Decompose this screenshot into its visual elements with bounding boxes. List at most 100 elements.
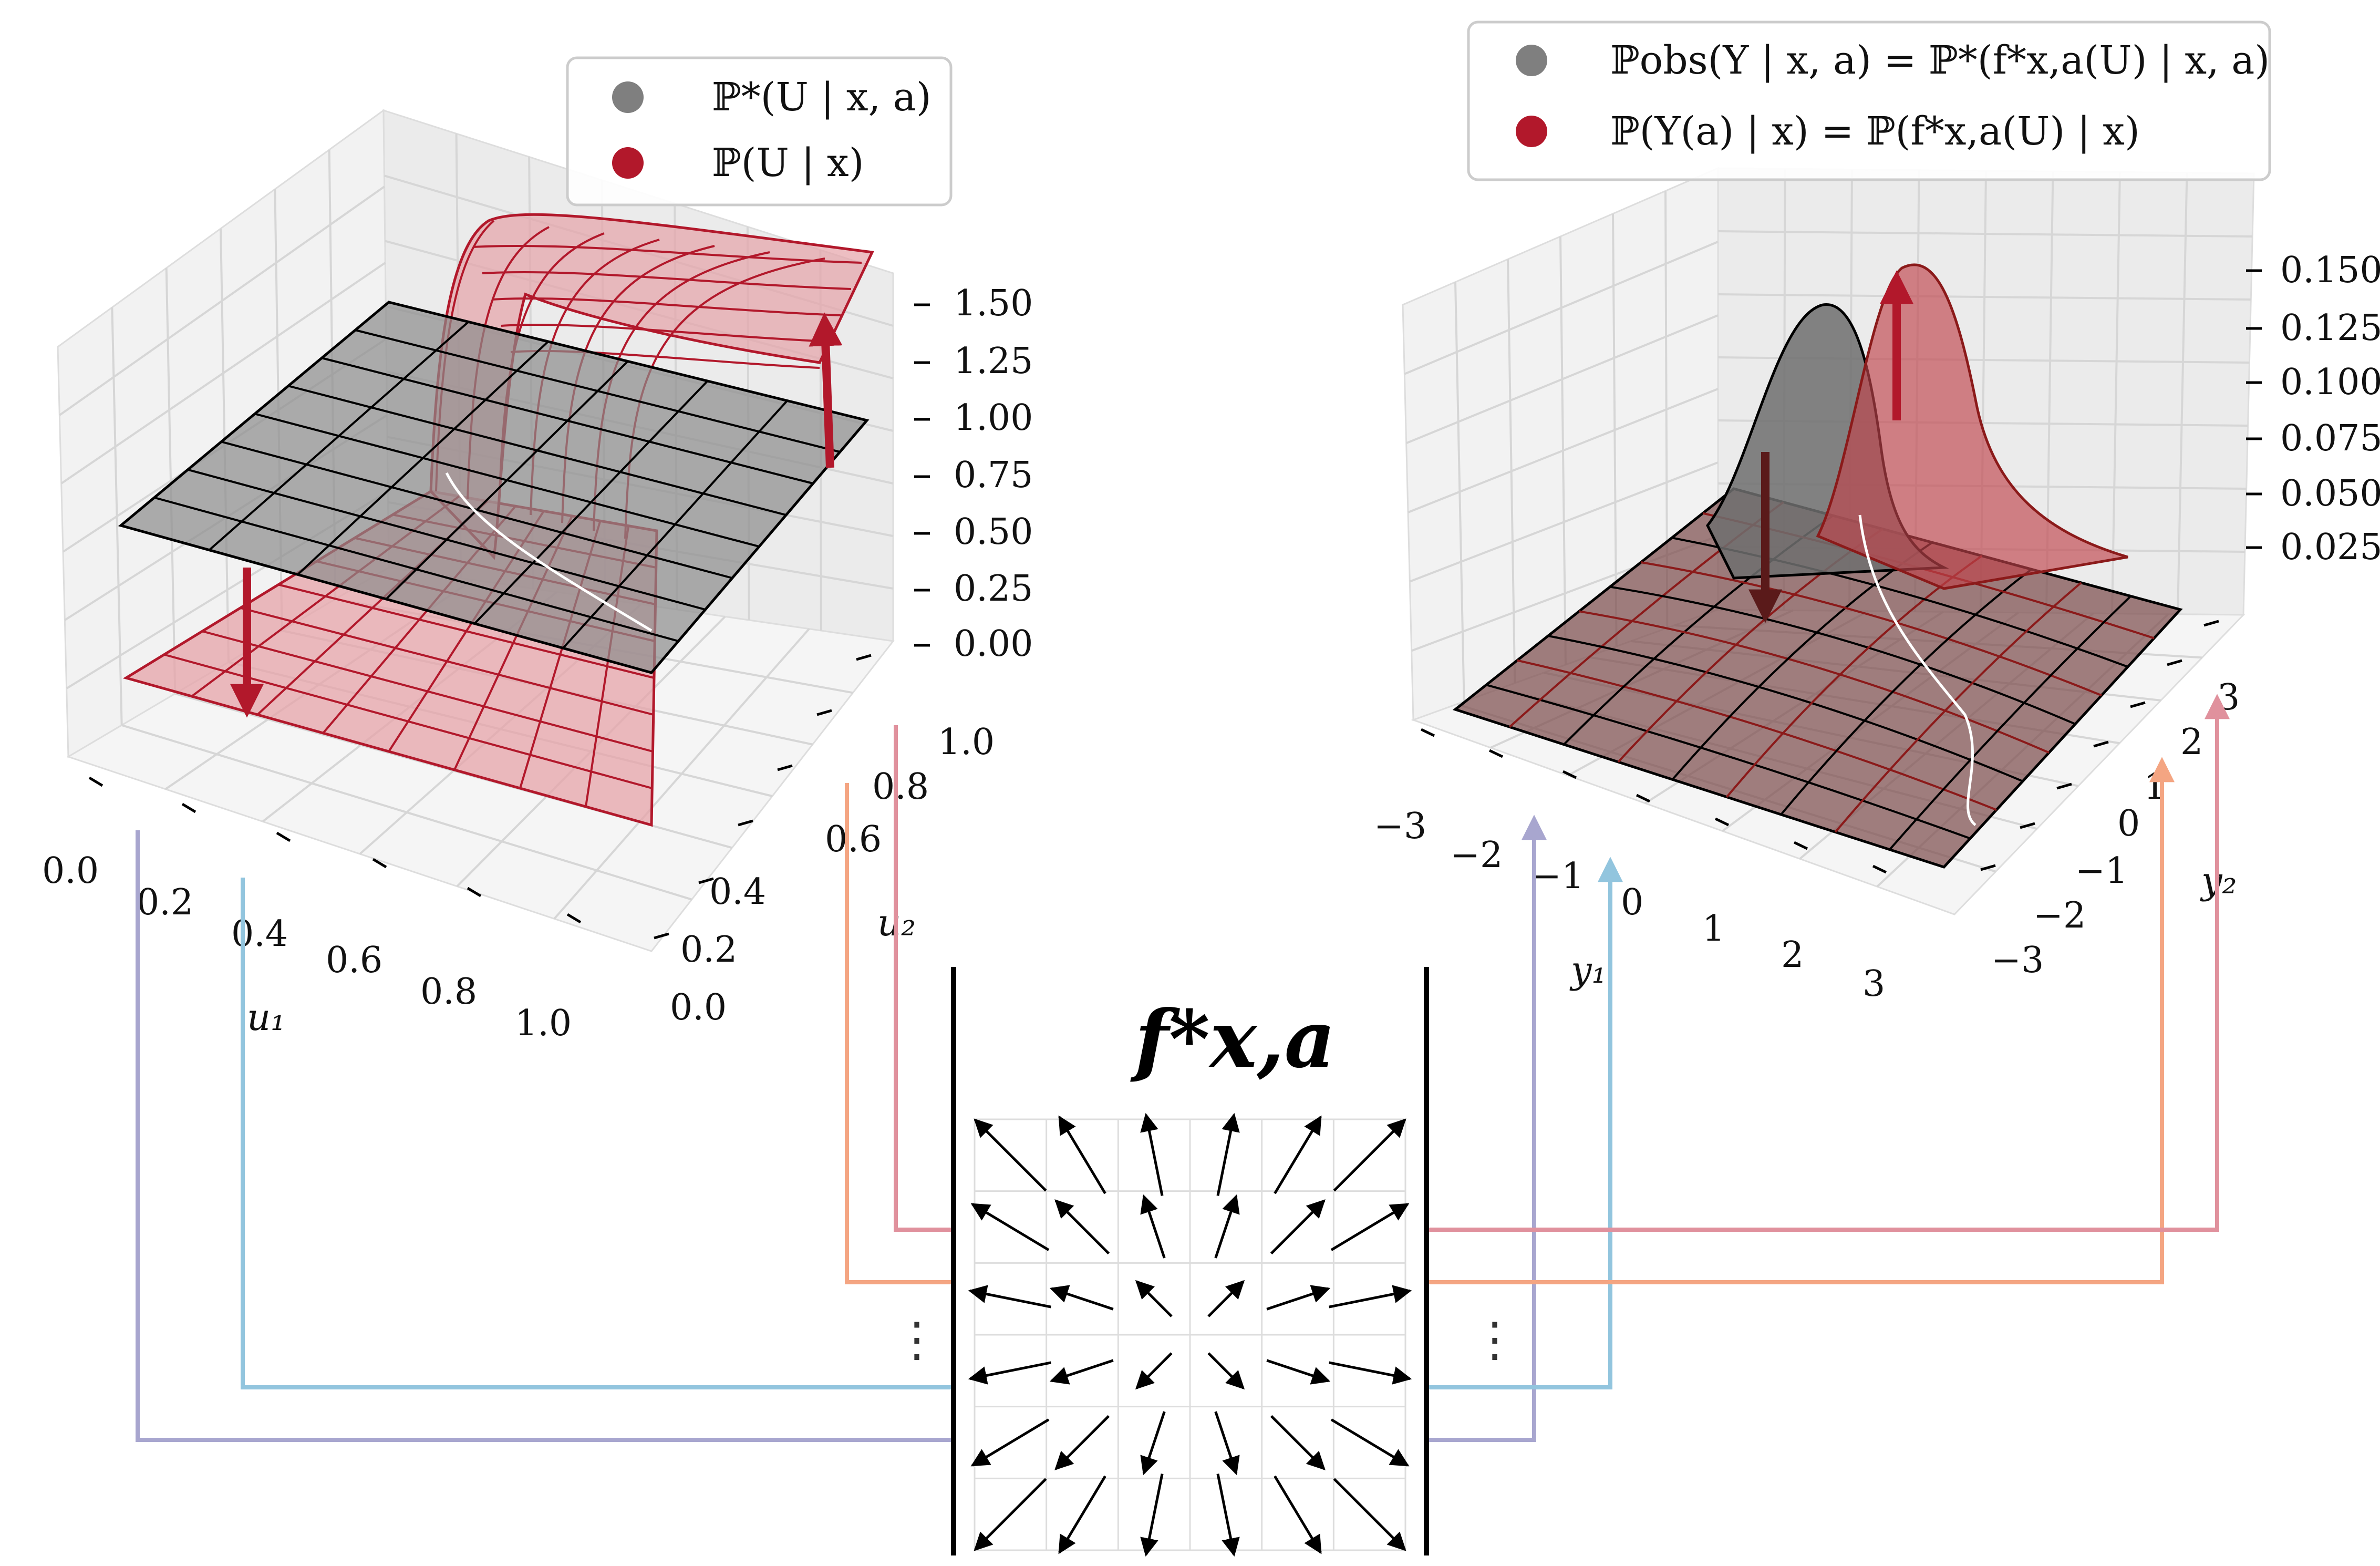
right-legend: ℙobs(Y | x, a) = ℙ*(f*x,a(U) | x, a) ℙ(Y… [1467,20,2271,181]
right-y2-tick-label: −3 [1991,940,2044,981]
left-u1-tick-label: 0.8 [420,971,477,1013]
right-y2-tick [2056,782,2072,790]
right-y2-tick-label: 0 [2117,803,2140,844]
right-y2-tick [2167,659,2182,666]
vector-arrow [1333,1118,1406,1192]
vector-arrow [970,1203,1050,1251]
left-z-tick-label: 0.50 [954,511,1033,553]
left-u2-tick [777,764,793,771]
right-z-axis: 0.150 0.125 0.100 0.075 0.050 0.025 [2246,250,2380,568]
right-y1-tick [1488,749,1504,758]
vector-arrow [1140,1474,1164,1557]
vector-arrow [1207,1352,1245,1390]
connector-salmon-out [1429,757,2175,1284]
vector-arrow [1058,1475,1106,1554]
vector-arrow [1274,1475,1322,1554]
left-z-tick-label: 0.75 [954,455,1033,496]
right-y1-tick-label: −1 [1532,856,1584,897]
left-u1-axis: 0.0 0.2 0.4 0.6 0.8 1.0 [42,776,582,1044]
left-u2-tick-label: 0.2 [680,929,737,971]
right-y2-tick [2203,620,2219,627]
right-z-tick-label: 0.150 [2280,250,2380,291]
vector-arrow [1216,1112,1240,1196]
right-z-tick-label: 0.125 [2280,307,2380,349]
left-u1-tick [88,776,104,787]
vector-arrow [1333,1478,1406,1551]
connector-lines [136,694,2230,1442]
vector-arrow [1135,1352,1173,1390]
right-y1-tick [1562,770,1577,779]
vector-arrow [1140,1194,1166,1259]
white-contour-right [1858,514,1977,826]
legend-gray-marker [612,81,644,113]
right-y2-tick-label: −2 [2033,895,2086,936]
connector-pink [894,725,951,1232]
vector-arrow [1330,1203,1410,1251]
left-z-tick-label: 1.25 [954,341,1033,382]
connector-lavender [136,830,951,1442]
legend-red-marker [612,147,644,179]
left-u2-tick [816,709,832,716]
legend-red-marker-right [1516,116,1547,147]
left-u2-tick-label: 1.0 [938,722,995,763]
left-u2-tick-label: 0.8 [872,766,929,808]
vector-arrow [1058,1115,1106,1194]
left-u2-tick-label: 0.0 [670,987,727,1028]
right-y2-tick [2093,740,2109,748]
left-legend-label-0: ℙ*(U | x, a) [712,75,932,120]
left-u1-tick [181,802,196,813]
right-z-tick-label: 0.050 [2280,473,2380,514]
left-3d-plot: 1.50 1.25 1.00 0.75 0.50 0.25 0.00 0.0 0.2 0.4 0.… [42,56,1033,1044]
left-u2-tick [856,654,872,661]
right-legend-label-1: ℙ(Y(a) | x) = ℙ(f*x,a(U) | x) [1610,109,2140,154]
vector-arrow [1140,1112,1164,1196]
right-y1-tick [1714,817,1730,827]
legend-gray-marker-right [1516,45,1547,76]
right-y1-tick-label: 1 [1702,908,1725,950]
vector-arrow [1330,1418,1410,1467]
left-z-tick-label: 1.50 [954,283,1033,324]
right-y1-tick-label: 2 [1781,934,1804,976]
right-y1-tick-label: 0 [1621,882,1643,923]
left-u1-tick-label: 0.4 [231,913,288,955]
right-y2-tick-label: 2 [2180,722,2203,763]
left-legend: ℙ*(U | x, a) ℙ(U | x) [566,56,953,207]
transform-title: f*x,a [1130,993,1336,1086]
right-y1-tick [1793,841,1808,850]
vector-arrow [968,1361,1051,1385]
right-ellipsis: ⋮ [1471,1312,1518,1367]
vector-arrow [1207,1280,1245,1317]
right-y1-tick-label: −2 [1450,834,1503,876]
vector-arrow [1214,1194,1240,1259]
left-u2-tick [654,932,669,940]
vector-arrow [968,1285,1051,1309]
connector-lightblue [241,878,951,1389]
vector-arrow [1274,1115,1322,1194]
connector-lightblue-out [1429,857,1623,1389]
right-z-tick-label: 0.075 [2280,418,2380,459]
right-y1-label: y₁ [1569,949,1607,992]
right-y1-tick-label: −3 [1374,806,1426,847]
transform-box: f*x,a ⋮ ⋮ [893,967,1518,1557]
left-u1-tick-label: 0.6 [326,940,382,981]
vector-arrow [1135,1280,1173,1317]
right-y2-tick-label: 3 [2217,677,2240,718]
vector-arrow [1214,1411,1240,1476]
left-u2-tick [698,877,714,884]
vector-arrow [1049,1359,1114,1385]
vector-arrow [1140,1411,1166,1476]
connector-lavender-out [1429,815,1547,1442]
left-ellipsis: ⋮ [893,1312,940,1367]
white-contour-line [445,472,653,632]
right-z-tick-label: 0.025 [2280,527,2380,568]
right-y2-tick [1980,864,1996,871]
left-u2-tick-label: 0.4 [709,871,766,913]
left-legend-label-1: ℙ(U | x) [712,140,864,186]
left-u1-tick [467,887,482,898]
vector-arrow [1216,1474,1240,1557]
right-y2-tick [2020,822,2035,829]
vector-arrow [970,1418,1050,1467]
left-u1-tick [372,858,387,869]
right-y1-axis: −3 −2 −1 0 1 2 3 [1374,728,1887,1005]
